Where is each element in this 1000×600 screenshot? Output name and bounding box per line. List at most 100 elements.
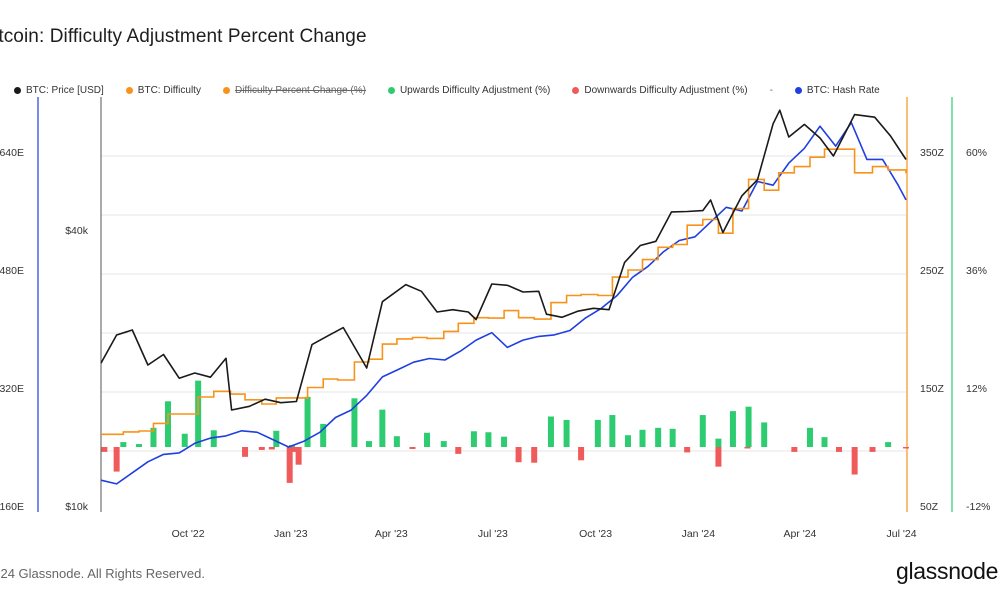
legend: BTC: Price [USD] BTC: Difficulty Difficult… xyxy=(14,83,902,97)
downward-adjustment-bar xyxy=(851,447,858,475)
legend-dot-icon xyxy=(14,86,21,94)
upward-adjustment-bar xyxy=(609,415,616,447)
price-line xyxy=(100,109,907,411)
upward-adjustment-bar xyxy=(181,433,188,447)
upward-adjustment-bar xyxy=(594,419,601,447)
downward-adjustment-bar xyxy=(113,447,120,472)
downward-adjustment-bar xyxy=(531,447,538,463)
upward-adjustment-bar xyxy=(210,430,217,447)
chart-title: itcoin: Difficulty Adjustment Percent Ch… xyxy=(0,26,367,47)
upward-adjustment-bar xyxy=(379,409,386,447)
legend-label: Upwards Difficulty Adjustment (%) xyxy=(399,84,551,96)
x-tick-label: Jul '24 xyxy=(887,528,917,540)
copyright-footer: 2024 Glassnode. All Rights Reserved. xyxy=(0,566,205,581)
legend-item[interactable]: BTC: Price [USD] xyxy=(14,85,104,96)
x-tick-label: Jan '23 xyxy=(274,528,308,540)
percent-tick-label: 36% xyxy=(966,265,987,277)
downward-adjustment-bar xyxy=(869,447,876,452)
percent-tick-label: 60% xyxy=(966,147,987,159)
hashrate-tick-label: 480E xyxy=(0,265,24,277)
downward-adjustment-bar xyxy=(578,447,585,461)
legend-item[interactable]: Downwards Difficulty Adjustment (%) xyxy=(572,84,748,96)
upward-adjustment-bar xyxy=(885,442,892,447)
percent-tick-label: -12% xyxy=(966,501,991,513)
upward-adjustment-bar xyxy=(365,441,372,447)
upward-adjustment-bar xyxy=(150,427,157,447)
legend-label: Downwards Difficulty Adjustment (%) xyxy=(584,84,748,96)
upward-adjustment-bar xyxy=(699,415,706,447)
downward-adjustment-bar xyxy=(295,447,302,465)
x-tick-label: Oct '23 xyxy=(579,528,612,540)
downward-adjustment-bar xyxy=(101,447,108,452)
difficulty-step-line xyxy=(101,148,907,436)
downward-adjustment-bar xyxy=(903,447,909,449)
upward-adjustment-bar xyxy=(120,442,127,447)
upward-adjustment-bar xyxy=(729,411,736,447)
hashrate-tick-label: 320E xyxy=(0,383,24,395)
legend-label: BTC: Hash Rate xyxy=(806,84,880,96)
legend-item[interactable]: Upwards Difficulty Adjustment (%) xyxy=(387,84,551,96)
downward-adjustment-bar xyxy=(791,447,798,452)
downward-adjustment-bar xyxy=(836,447,843,452)
brand-logo: glassnode xyxy=(896,558,999,584)
upward-adjustment-bar xyxy=(485,432,492,447)
upward-adjustment-bar xyxy=(351,398,358,447)
upward-adjustment-bar xyxy=(639,429,646,447)
legend-label: BTC: Price [USD] xyxy=(26,84,104,96)
downward-adjustment-bar xyxy=(455,447,462,454)
upward-adjustment-bar xyxy=(669,428,676,447)
legend-dot-icon xyxy=(387,86,395,94)
upward-adjustment-bar xyxy=(501,436,508,447)
x-tick-label: Apr '24 xyxy=(783,528,816,540)
downward-adjustment-bar xyxy=(291,447,298,452)
downward-adjustment-bar xyxy=(409,447,416,449)
x-tick-label: Jul '23 xyxy=(478,528,508,540)
upward-adjustment-bar xyxy=(624,435,631,447)
downward-adjustment-bar xyxy=(684,447,691,453)
downward-adjustment-bar xyxy=(515,447,522,463)
hashrate-tick-label: 160E xyxy=(0,501,24,513)
upward-adjustment-bar xyxy=(135,444,142,447)
percent-tick-label: 12% xyxy=(966,383,987,395)
legend-dot-icon xyxy=(222,86,230,94)
upward-adjustment-bar xyxy=(761,422,768,447)
hashrate-tick-label: 640E xyxy=(0,147,24,159)
upward-adjustment-bar xyxy=(806,427,813,447)
price-tick-label: $10k xyxy=(65,501,89,513)
upward-adjustment-bar xyxy=(821,437,828,447)
x-tick-label: Oct '22 xyxy=(172,528,205,540)
upward-adjustment-bar xyxy=(655,427,662,447)
downward-adjustment-bar xyxy=(715,447,722,467)
x-tick-label: Apr '23 xyxy=(375,528,408,540)
downward-adjustment-bar xyxy=(286,447,293,483)
legend-separator: - xyxy=(769,84,773,96)
upward-adjustment-bar xyxy=(440,441,447,447)
difficulty-tick-label: 150Z xyxy=(920,383,945,395)
legend-dot-icon xyxy=(572,86,580,94)
hashrate-line xyxy=(100,121,907,485)
price-tick-label: $40k xyxy=(65,225,89,237)
legend-item[interactable]: BTC: Hash Rate xyxy=(794,84,880,96)
legend-item[interactable]: BTC: Difficulty xyxy=(125,84,201,96)
upward-adjustment-bar xyxy=(393,436,400,447)
difficulty-tick-label: 350Z xyxy=(920,147,945,159)
upward-adjustment-bar xyxy=(563,419,570,447)
upward-adjustment-bar xyxy=(470,431,477,447)
upward-adjustment-bar xyxy=(424,432,431,447)
downward-adjustment-bar xyxy=(258,447,265,450)
upward-adjustment-bar xyxy=(320,423,327,447)
legend-label: BTC: Difficulty xyxy=(137,84,201,96)
legend-dot-icon xyxy=(125,86,133,94)
upward-adjustment-bar xyxy=(304,396,311,447)
legend-item[interactable]: Difficulty Percent Change (%) xyxy=(222,85,366,96)
downward-adjustment-bar xyxy=(242,447,249,457)
difficulty-tick-label: 50Z xyxy=(920,501,939,513)
upward-adjustment-bar xyxy=(715,438,722,447)
downward-adjustment-bar xyxy=(744,447,751,449)
difficulty-tick-label: 250Z xyxy=(920,265,945,277)
upward-adjustment-bar xyxy=(273,430,280,447)
downward-adjustment-bar xyxy=(268,447,275,450)
upward-adjustment-bar xyxy=(547,416,554,447)
legend-dot-icon xyxy=(794,86,802,94)
